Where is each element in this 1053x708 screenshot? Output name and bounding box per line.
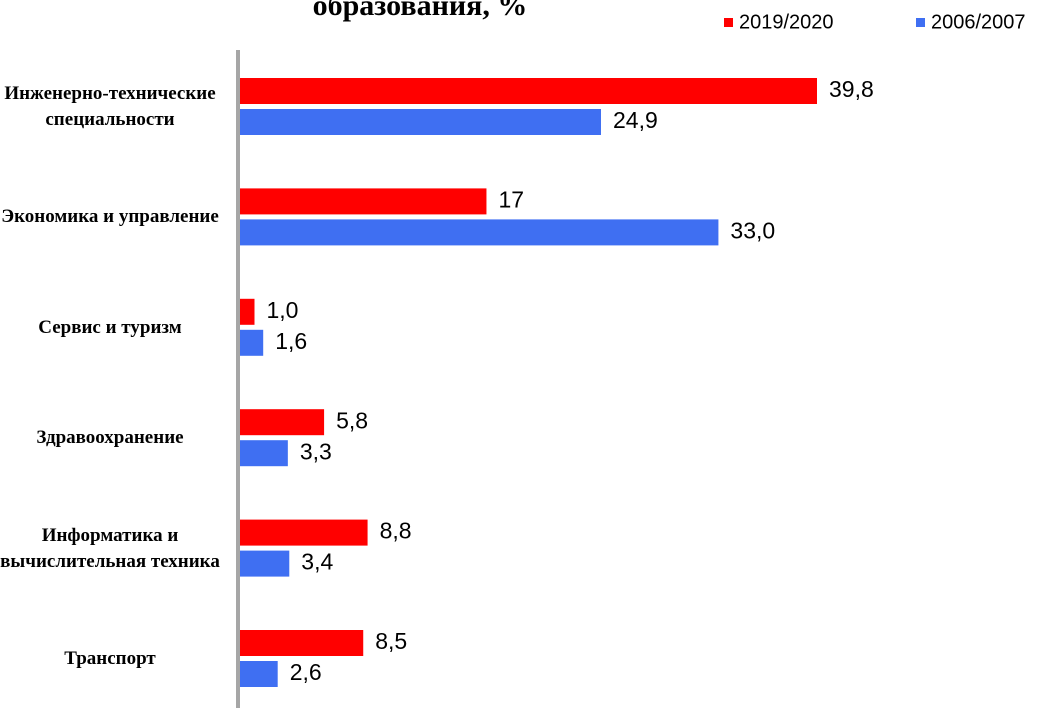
legend-swatch [724, 18, 733, 27]
bar [240, 550, 290, 577]
legend-label: 2019/2020 [739, 11, 834, 33]
axis-line [236, 50, 240, 708]
category-label: Экономика и управление [1, 206, 219, 228]
data-label: 3,3 [300, 438, 332, 464]
data-label: 2,6 [290, 659, 322, 685]
category-label: Транспорт [64, 648, 156, 669]
data-label: 24,9 [613, 107, 658, 133]
data-label: 33,0 [730, 217, 775, 243]
category-label: Инженерно-технические специальности [4, 83, 216, 130]
data-label: 8,8 [380, 518, 412, 544]
bar [240, 188, 487, 215]
bar [240, 440, 288, 467]
legend-swatch [916, 18, 925, 27]
data-label: 8,5 [375, 628, 407, 654]
bar [240, 298, 255, 325]
bar [240, 219, 719, 246]
data-label: 3,4 [301, 549, 333, 575]
category-label: Сервис и туризм [38, 316, 182, 338]
category-label: Информатика и вычислительная техника [0, 524, 220, 572]
bar [240, 329, 264, 356]
bar [240, 109, 601, 135]
data-label: 1,6 [275, 328, 307, 354]
bar [240, 409, 325, 436]
bar [240, 661, 278, 687]
bar [240, 630, 364, 656]
chart-title: образования, % [313, 0, 528, 22]
data-label: 39,8 [829, 76, 874, 102]
category-label: Здравоохранение [36, 427, 184, 449]
data-label: 1,0 [266, 297, 298, 323]
bar [240, 519, 368, 546]
legend-label: 2006/2007 [931, 11, 1026, 33]
bar [240, 78, 817, 104]
data-label: 5,8 [336, 407, 368, 433]
data-label: 17 [498, 186, 524, 212]
